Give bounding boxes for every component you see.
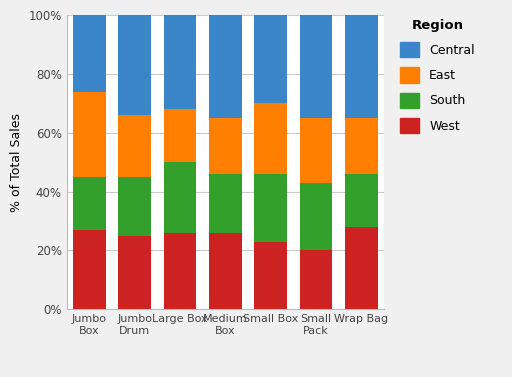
Bar (209, 233, 242, 309)
Bar (118, 236, 151, 309)
Bar (209, 15, 242, 118)
Bar (118, 177, 151, 236)
Bar (300, 118, 332, 183)
Bar (345, 15, 378, 118)
Bar (73, 230, 105, 309)
Bar (300, 250, 332, 309)
Bar (209, 118, 242, 174)
Bar (73, 92, 105, 177)
Bar (164, 15, 196, 109)
Bar (73, 15, 105, 92)
Bar (254, 242, 287, 309)
Bar (254, 15, 287, 103)
Bar (345, 174, 378, 227)
Bar (345, 227, 378, 309)
Legend: Central, East, South, West: Central, East, South, West (397, 15, 479, 137)
Bar (345, 118, 378, 174)
Bar (300, 183, 332, 250)
Bar (254, 174, 287, 242)
Y-axis label: % of Total Sales: % of Total Sales (10, 113, 23, 211)
Bar (164, 109, 196, 162)
Bar (118, 15, 151, 115)
Bar (164, 233, 196, 309)
Bar (73, 177, 105, 230)
Bar (254, 103, 287, 174)
Bar (118, 115, 151, 177)
Bar (300, 15, 332, 118)
Bar (209, 174, 242, 233)
Bar (164, 162, 196, 233)
